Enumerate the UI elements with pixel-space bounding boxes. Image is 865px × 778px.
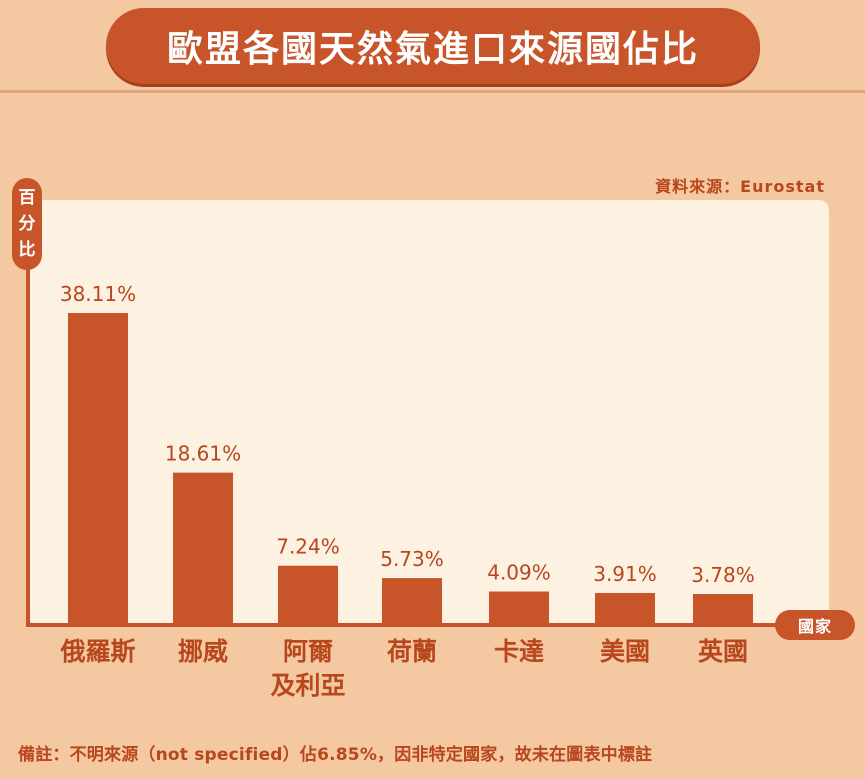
plot-area [28,200,829,625]
bar [382,578,442,625]
footnote: 備註：不明來源（not specified）佔6.85%，因非特定國家，故未在圖… [18,745,653,765]
data-label: 18.61% [165,442,241,466]
data-label: 38.11% [60,282,136,306]
data-label: 7.24% [276,535,340,559]
bar [595,592,655,625]
category-tick-label: 俄羅斯 [59,637,135,666]
category-tick-label: 美國 [600,637,650,666]
chart-title: 歐盟各國天然氣進口來源國佔比 [166,29,699,70]
y-axis-label-text: 百分比 [18,188,36,260]
category-tick-label: 英國 [698,637,748,666]
chart-title-banner: 歐盟各國天然氣進口來源國佔比 [106,8,760,84]
header-divider [0,90,865,93]
data-label: 4.09% [487,561,551,585]
category-tick-label: 卡達 [494,637,544,666]
bar [68,313,128,625]
category-tick-label: 阿爾 [283,637,333,666]
y-axis-label: 百分比 [12,178,42,270]
source-label: 資料來源：Eurostat [655,177,825,196]
data-label: 3.78% [691,563,755,587]
data-label: 5.73% [380,547,444,571]
category-tick-label: 荷蘭 [387,637,437,666]
x-axis-label: 國家 [775,610,855,640]
bar [489,591,549,625]
category-tick-label: 挪威 [178,637,228,666]
bar [278,565,338,625]
bar [173,472,233,625]
data-label: 3.91% [593,562,657,586]
category-tick-label: 及利亞 [270,671,345,700]
bar [693,594,753,625]
